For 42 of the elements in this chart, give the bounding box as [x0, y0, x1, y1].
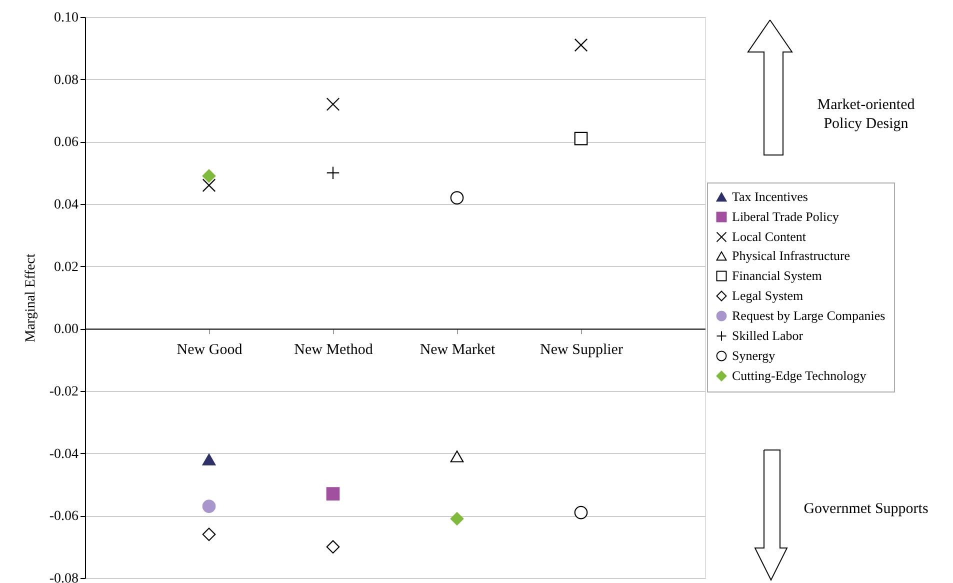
legend-label: Financial System: [732, 268, 822, 283]
y-tick-label: 0.06: [54, 135, 78, 150]
x-tick-label: New Good: [176, 342, 243, 358]
text: Governmet Supports: [804, 501, 928, 517]
y-tick-label: 0.00: [54, 322, 78, 338]
y-tick-label: -0.06: [49, 509, 78, 524]
legend-label: Liberal Trade Policy: [732, 208, 840, 224]
point: [202, 178, 216, 192]
point: [326, 487, 340, 501]
y-tick-label: -0.02: [49, 384, 78, 400]
point: [202, 454, 216, 466]
point: [450, 512, 464, 526]
legend-label: Tax Incentives: [732, 188, 808, 204]
y-tick-label: 0.04: [54, 198, 78, 212]
y-tick-label: -0.04: [49, 446, 78, 462]
legend-label: Request by Large Companies: [732, 308, 886, 323]
y-tick-label: 0.02: [54, 260, 78, 275]
point: [202, 500, 216, 513]
point: [202, 169, 216, 183]
point: [450, 450, 464, 462]
point: [326, 166, 340, 180]
point: [326, 540, 340, 554]
y-tick-label: -0.08: [49, 572, 78, 583]
x-tick-label: New Market: [420, 342, 496, 358]
point: [574, 38, 588, 52]
legend-label: Legal System: [732, 288, 804, 303]
legend-label: Cutting-Edge Technology: [732, 368, 867, 383]
point: [326, 98, 340, 111]
text: Market-oriented Policy Design: [817, 97, 916, 132]
point: [574, 132, 588, 146]
y-tick-label: 0.10: [54, 10, 78, 26]
point: [450, 191, 464, 204]
x-tick-label: New Supplier: [540, 342, 623, 358]
point: [202, 528, 216, 542]
legend-label: Local Content: [732, 228, 806, 244]
legend-label: Skilled Labor: [732, 328, 804, 343]
point: [574, 506, 588, 520]
y-tick-label: 0.08: [54, 72, 78, 88]
x-tick-label: New Method: [294, 342, 374, 358]
legend-label: Physical Infrastructure: [732, 248, 850, 263]
legend-label: Synergy: [732, 348, 776, 363]
y-axis-title: Marginal Effect: [23, 254, 38, 342]
